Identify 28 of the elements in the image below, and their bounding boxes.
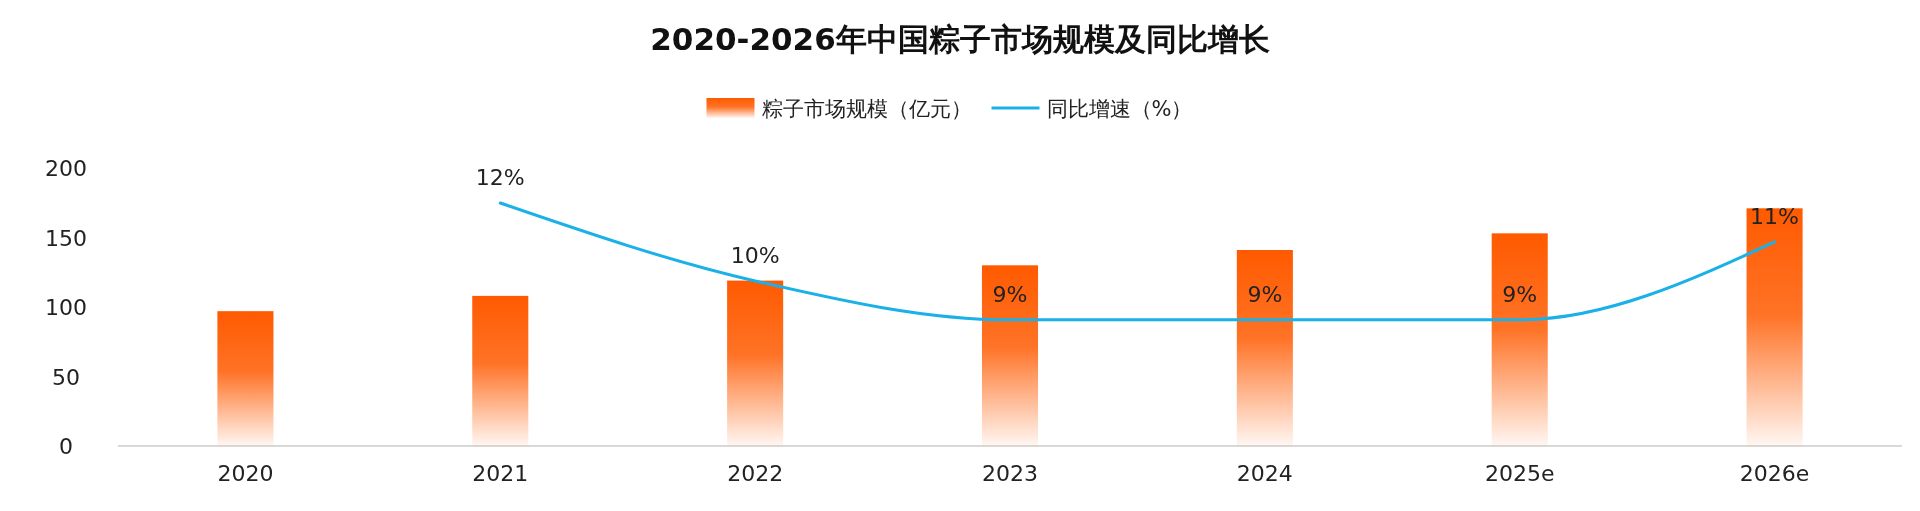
y-tick-label: 0 — [59, 434, 73, 459]
y-tick-label: 50 — [52, 364, 80, 390]
x-tick-label: 2023 — [982, 461, 1038, 486]
x-tick-label: 2025e — [1484, 461, 1555, 486]
bar — [1236, 250, 1293, 446]
data-label: 9% — [992, 281, 1028, 307]
data-label: 11% — [1750, 203, 1800, 229]
bar — [472, 295, 529, 446]
data-label: 12% — [475, 165, 525, 191]
x-tick-label: 2026e — [1739, 461, 1810, 486]
data-label: 9% — [1502, 281, 1538, 307]
y-tick-label: 150 — [45, 225, 87, 251]
x-tick-label: 2021 — [472, 461, 529, 486]
x-tick-label: 2022 — [727, 461, 784, 486]
bar — [981, 265, 1039, 446]
y-tick-label: 200 — [45, 156, 87, 181]
y-tick-label: 100 — [45, 295, 87, 320]
bar — [1746, 208, 1803, 446]
data-label: 10% — [730, 242, 780, 268]
data-label: 9% — [1247, 281, 1283, 307]
legend-label: 粽子市场规模（亿元） — [761, 97, 972, 121]
x-tick-label: 2020 — [217, 461, 274, 486]
bar — [217, 311, 274, 446]
legend-label: 同比增速（%） — [1046, 97, 1193, 121]
bar — [1491, 233, 1548, 446]
chart-title: 2020-2026年中国粽子市场规模及同比增长 — [650, 21, 1270, 57]
x-tick-label: 2024 — [1236, 461, 1293, 486]
bar — [727, 280, 784, 446]
